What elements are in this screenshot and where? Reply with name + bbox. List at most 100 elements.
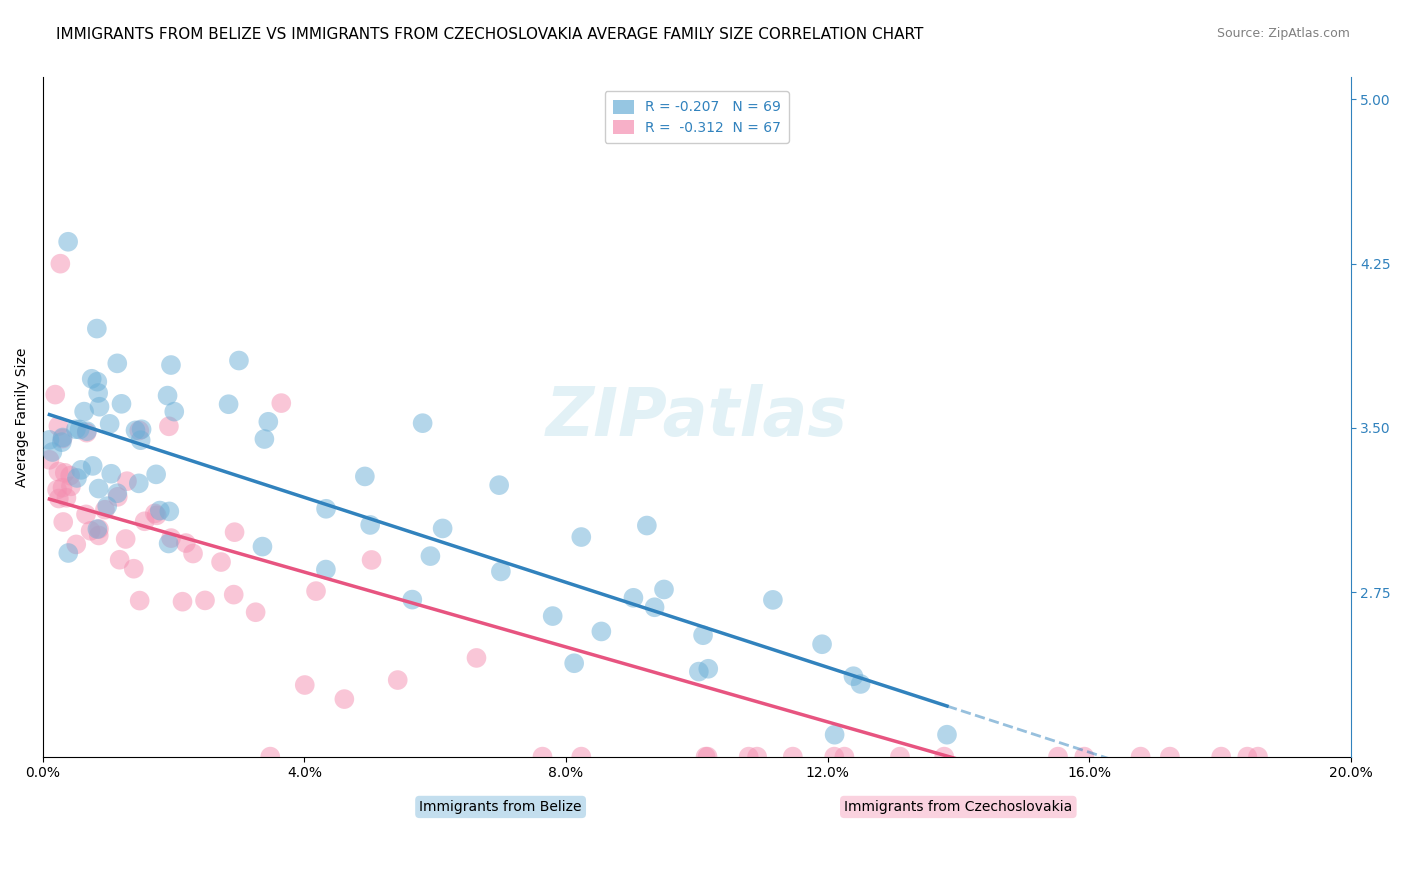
- Point: [811, 637, 834, 651]
- Point: [48, 419, 70, 434]
- Point: [70, 463, 93, 477]
- Point: [105, 486, 128, 500]
- Point: [465, 651, 488, 665]
- Point: [489, 565, 512, 579]
- Point: [145, 508, 167, 523]
- Point: [59, 468, 82, 483]
- Point: [1129, 749, 1152, 764]
- Point: [253, 432, 276, 446]
- Legend: R = -0.207   N = 69, R =  -0.312  N = 67: R = -0.207 N = 69, R = -0.312 N = 67: [605, 91, 789, 143]
- Point: [89, 400, 111, 414]
- Text: ZIPatlas: ZIPatlas: [546, 384, 848, 450]
- Point: [76, 424, 98, 438]
- Point: [86, 375, 108, 389]
- Point: [51, 481, 73, 495]
- Point: [87, 528, 110, 542]
- Point: [1047, 749, 1070, 764]
- Point: [76, 425, 98, 440]
- Point: [636, 518, 658, 533]
- Point: [222, 588, 245, 602]
- Point: [172, 595, 194, 609]
- Point: [692, 628, 714, 642]
- Point: [124, 423, 146, 437]
- Point: [315, 501, 337, 516]
- Point: [115, 474, 138, 488]
- Point: [55, 491, 77, 505]
- Point: [218, 397, 240, 411]
- Point: [160, 358, 183, 372]
- Point: [849, 677, 872, 691]
- Point: [107, 490, 129, 504]
- Point: [52, 430, 75, 444]
- Point: [209, 555, 232, 569]
- Point: [696, 749, 718, 764]
- Point: [562, 657, 585, 671]
- Point: [87, 522, 110, 536]
- Point: [305, 584, 328, 599]
- Point: [432, 521, 454, 535]
- Point: [131, 422, 153, 436]
- Point: [688, 665, 710, 679]
- Point: [591, 624, 613, 639]
- Point: [1073, 749, 1095, 764]
- Point: [94, 502, 117, 516]
- Point: [652, 582, 675, 597]
- Point: [82, 458, 104, 473]
- Point: [294, 678, 316, 692]
- Point: [157, 419, 180, 434]
- Point: [315, 563, 337, 577]
- Point: [252, 540, 274, 554]
- Point: [65, 537, 87, 551]
- Point: [333, 692, 356, 706]
- Point: [56, 235, 79, 249]
- Point: [762, 593, 785, 607]
- Point: [1236, 749, 1258, 764]
- Point: [114, 532, 136, 546]
- Point: [86, 522, 108, 536]
- Point: [1159, 749, 1181, 764]
- Point: [38, 452, 60, 467]
- Point: [65, 422, 87, 436]
- Point: [53, 466, 76, 480]
- Point: [110, 397, 132, 411]
- Point: [936, 728, 959, 742]
- Point: [51, 435, 73, 450]
- Point: [129, 434, 152, 448]
- Point: [531, 749, 554, 764]
- Point: [245, 605, 267, 619]
- Point: [823, 749, 845, 764]
- Point: [48, 491, 70, 506]
- Point: [157, 504, 180, 518]
- Point: [163, 404, 186, 418]
- Point: [270, 396, 292, 410]
- Text: IMMIGRANTS FROM BELIZE VS IMMIGRANTS FROM CZECHOSLOVAKIA AVERAGE FAMILY SIZE COR: IMMIGRANTS FROM BELIZE VS IMMIGRANTS FRO…: [56, 27, 924, 42]
- Point: [224, 525, 246, 540]
- Point: [745, 749, 768, 764]
- Point: [569, 749, 592, 764]
- Point: [86, 321, 108, 335]
- Point: [934, 749, 956, 764]
- Point: [359, 518, 381, 533]
- Point: [41, 445, 63, 459]
- Point: [58, 546, 80, 560]
- Point: [889, 749, 911, 764]
- Point: [73, 404, 96, 418]
- Text: Immigrants from Czechoslovakia: Immigrants from Czechoslovakia: [844, 800, 1073, 814]
- Point: [569, 530, 592, 544]
- Point: [143, 507, 166, 521]
- Point: [75, 508, 97, 522]
- Point: [98, 417, 121, 431]
- Point: [48, 465, 70, 479]
- Point: [1247, 749, 1270, 764]
- Point: [49, 257, 72, 271]
- Text: Source: ZipAtlas.com: Source: ZipAtlas.com: [1216, 27, 1350, 40]
- Point: [46, 483, 69, 497]
- Point: [228, 353, 250, 368]
- Point: [354, 469, 377, 483]
- Point: [401, 592, 423, 607]
- Point: [257, 415, 280, 429]
- Point: [488, 478, 510, 492]
- Point: [59, 479, 82, 493]
- Point: [412, 416, 434, 430]
- Y-axis label: Average Family Size: Average Family Size: [15, 347, 30, 487]
